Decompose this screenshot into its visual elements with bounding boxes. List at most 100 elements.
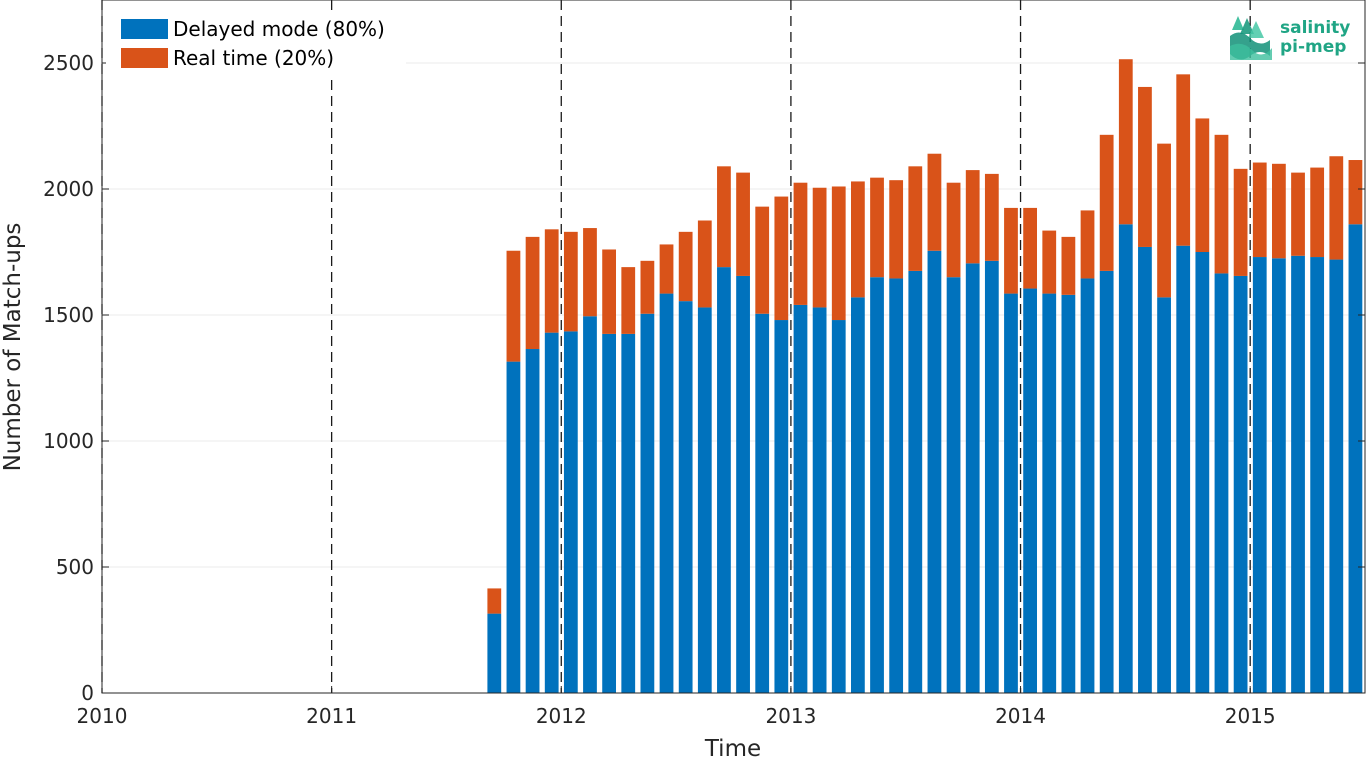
bar-delayed-mode (755, 313, 770, 693)
logo-text-salinity: salinity (1280, 18, 1350, 38)
x-tick-label: 2010 (77, 704, 128, 728)
bar-real-time (583, 228, 597, 317)
bar-real-time (812, 187, 827, 308)
bar-real-time (525, 236, 540, 350)
bar-real-time (640, 260, 655, 314)
bar-real-time (1099, 134, 1114, 271)
bar-real-time (831, 186, 846, 321)
bar-delayed-mode (831, 320, 846, 693)
bar-delayed-mode (602, 333, 617, 693)
x-axis-title: Time (704, 736, 761, 758)
bar-delayed-mode (717, 267, 731, 693)
bar-real-time (1271, 163, 1286, 259)
y-tick-label: 2000 (43, 177, 94, 201)
bar-real-time (1214, 134, 1229, 274)
bar-real-time (621, 267, 636, 334)
bar-delayed-mode (544, 332, 559, 693)
bar-real-time (544, 229, 559, 333)
bar-real-time (1061, 236, 1076, 295)
bar-delayed-mode (850, 297, 865, 693)
bar-real-time (1138, 86, 1152, 247)
bar-delayed-mode (1348, 224, 1363, 693)
bar-delayed-mode (908, 270, 923, 693)
bar-delayed-mode (487, 613, 502, 693)
bar-real-time (717, 166, 731, 268)
bar-real-time (1291, 172, 1305, 256)
legend-swatch-realtime (121, 48, 168, 68)
x-tick-label: 2012 (536, 704, 587, 728)
bar-real-time (1195, 118, 1210, 252)
legend-swatch-delayed (121, 19, 168, 39)
bar-real-time (1310, 167, 1325, 258)
bar-real-time (965, 170, 980, 264)
bar-delayed-mode (965, 263, 980, 693)
ticks-layer: 0 500 1000 1500 2000 2500 2010 2011 2012 2013 2014… (43, 51, 1365, 728)
bar-real-time (736, 172, 750, 276)
bar-real-time (1118, 59, 1133, 225)
bar-delayed-mode (870, 277, 884, 693)
bar-real-time (659, 244, 674, 294)
bar-real-time (487, 588, 502, 614)
salinity-pimep-logo: salinity pi-mep (1230, 16, 1350, 60)
y-tick-label: 2500 (43, 51, 94, 75)
y-tick-label: 1000 (43, 429, 94, 453)
bar-real-time (602, 249, 617, 334)
bar-real-time (506, 250, 521, 362)
bar-real-time (1176, 74, 1191, 246)
bar-delayed-mode (1080, 278, 1095, 693)
bar-delayed-mode (1099, 270, 1114, 693)
bars-layer (487, 59, 1363, 694)
bar-delayed-mode (1061, 294, 1076, 693)
bar-real-time (678, 231, 693, 302)
bar-delayed-mode (697, 307, 712, 693)
bar-delayed-mode (1291, 255, 1305, 693)
logo-wave-icon (1230, 16, 1272, 60)
bar-delayed-mode (1233, 275, 1248, 693)
bar-delayed-mode (1118, 224, 1133, 693)
bar-real-time (1348, 160, 1363, 225)
bar-real-time (793, 182, 808, 305)
bar-delayed-mode (525, 349, 540, 693)
year-separator-layer (101, 0, 1251, 693)
bar-delayed-mode (506, 361, 521, 693)
bar-delayed-mode (621, 333, 636, 693)
bar-delayed-mode (640, 313, 655, 693)
x-tick-label: 2014 (995, 704, 1046, 728)
bar-delayed-mode (1252, 257, 1267, 693)
y-axis-title: Number of Match-ups (0, 223, 26, 472)
bar-delayed-mode (1329, 259, 1344, 693)
bar-real-time (755, 206, 770, 314)
bar-real-time (946, 182, 961, 278)
bar-real-time (1080, 210, 1095, 279)
bar-real-time (984, 173, 999, 261)
bar-delayed-mode (946, 277, 961, 693)
bar-delayed-mode (1042, 293, 1057, 693)
bar-delayed-mode (1004, 293, 1018, 693)
bar-delayed-mode (1310, 257, 1325, 693)
bar-real-time (889, 180, 904, 279)
bar-delayed-mode (1271, 258, 1286, 693)
bar-real-time (774, 196, 789, 321)
bar-delayed-mode (1157, 297, 1171, 693)
y-tick-label: 500 (56, 555, 94, 579)
bar-delayed-mode (1214, 273, 1229, 693)
bar-real-time (850, 181, 865, 298)
legend-label-delayed: Delayed mode (80%) (173, 17, 385, 41)
x-tick-label: 2011 (306, 704, 357, 728)
bar-delayed-mode (889, 278, 904, 693)
bar-delayed-mode (774, 320, 789, 693)
bar-delayed-mode (1176, 245, 1191, 693)
bar-delayed-mode (563, 331, 578, 693)
x-tick-label: 2013 (765, 704, 816, 728)
bar-real-time (1233, 168, 1248, 276)
bar-delayed-mode (812, 307, 827, 693)
x-tick-label: 2015 (1225, 704, 1276, 728)
bar-real-time (1023, 207, 1038, 289)
bar-real-time (697, 220, 712, 308)
bar-real-time (870, 177, 884, 278)
y-tick-label: 0 (81, 681, 94, 705)
bar-real-time (563, 231, 578, 332)
bar-delayed-mode (927, 250, 942, 694)
bar-real-time (1042, 230, 1057, 294)
